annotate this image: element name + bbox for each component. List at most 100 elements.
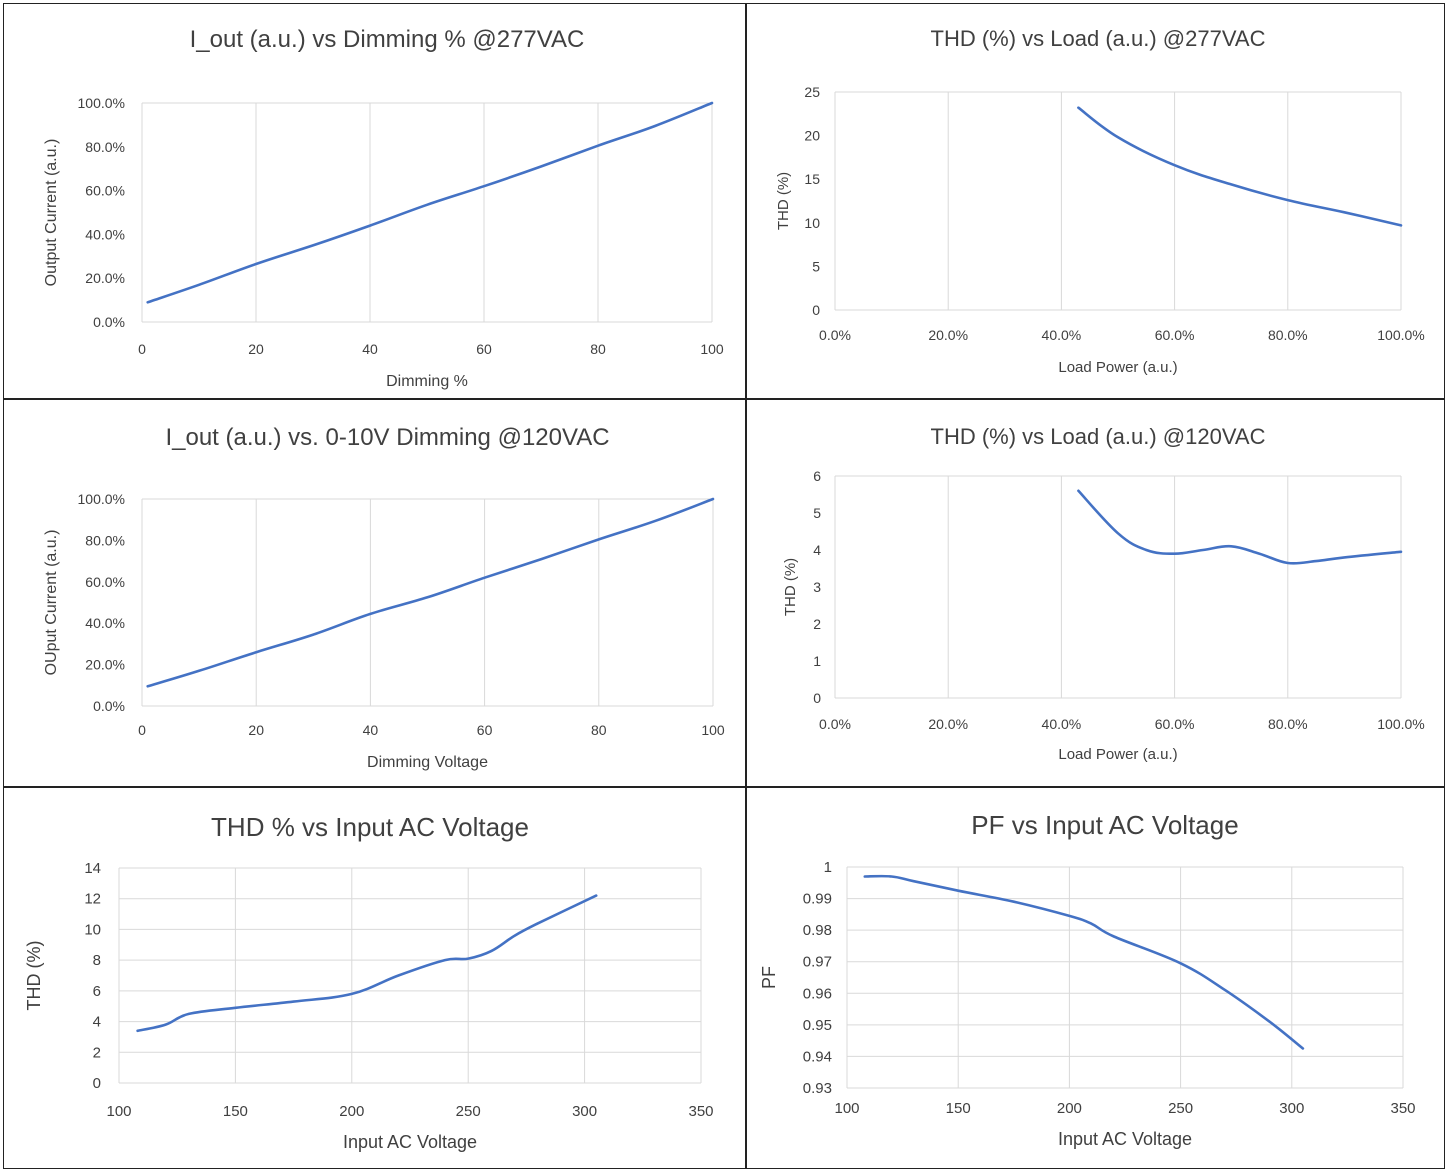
y-axis-label: OUput Current (a.u.) <box>43 530 60 676</box>
y-tick-label: 0.0% <box>93 314 125 330</box>
x-axis-label: Input AC Voltage <box>343 1132 477 1152</box>
y-tick-label: 0 <box>812 302 820 318</box>
x-tick-label: 60 <box>477 722 493 738</box>
chart-thd-load-277: THD (%) vs Load (a.u.) @277VAC 0.0% 20.0% 4… <box>775 26 1425 376</box>
x-axis-label: Dimming Voltage <box>367 754 488 771</box>
chart-panel-thd-load-120: THD (%) vs Load (a.u.) @120VAC 0.0% 20.0% 4… <box>746 399 1445 787</box>
y-tick-label: 6 <box>93 983 101 1000</box>
series-line <box>863 874 1305 1050</box>
y-tick-label: 20 <box>804 128 820 144</box>
y-tick-label: 4 <box>813 542 821 558</box>
chart-title: THD (%) vs Load (a.u.) @120VAC <box>931 424 1266 449</box>
y-tick-label: 0.99 <box>803 891 832 908</box>
y-tick-label: 1 <box>813 653 821 669</box>
y-tick-label: 0 <box>93 1075 101 1092</box>
x-axis-label: Dimming % <box>386 373 468 390</box>
y-tick-label: 5 <box>812 258 820 274</box>
y-tick-label: 60.0% <box>85 183 125 199</box>
y-axis-label: THD (%) <box>775 172 792 230</box>
y-axis-label: PF <box>759 966 779 989</box>
x-tick-label: 80.0% <box>1268 716 1308 732</box>
x-tick-label: 350 <box>688 1103 713 1120</box>
y-tick-label: 0.96 <box>803 985 832 1002</box>
series-line <box>1077 489 1403 565</box>
series-line <box>146 497 715 688</box>
y-tick-label: 10 <box>84 921 101 938</box>
x-tick-label: 0.0% <box>819 716 851 732</box>
y-tick-label: 25 <box>804 84 820 100</box>
x-tick-label: 0.0% <box>819 327 851 343</box>
y-tick-label: 8 <box>93 952 101 969</box>
y-tick-label: 0 <box>813 690 821 706</box>
x-tick-label: 60 <box>476 341 492 357</box>
x-tick-label: 250 <box>456 1103 481 1120</box>
x-tick-label: 40 <box>363 722 379 738</box>
chart-iout-120: I_out (a.u.) vs. 0-10V Dimming @120VAC 0 2… <box>43 424 725 771</box>
x-tick-label: 100 <box>701 722 725 738</box>
chart-title: THD (%) vs Load (a.u.) @277VAC <box>931 26 1266 51</box>
x-tick-label: 150 <box>946 1100 971 1117</box>
y-tick-label: 0.95 <box>803 1017 832 1034</box>
chart-panel-iout-120: I_out (a.u.) vs. 0-10V Dimming @120VAC 0 2… <box>3 399 746 787</box>
y-tick-label: 80.0% <box>85 139 125 155</box>
y-tick-label: 60.0% <box>85 574 125 590</box>
y-tick-label: 14 <box>84 860 101 877</box>
y-tick-label: 0.97 <box>803 954 832 971</box>
chart-panel-pf-voltage: PF vs Input AC Voltage 100 150 200 250 300 350… <box>746 787 1445 1169</box>
y-tick-label: 12 <box>84 891 101 908</box>
y-tick-label: 0.0% <box>93 698 125 714</box>
chart-panel-iout-277: I_out (a.u.) vs Dimming % @277VAC 0 20 40 60… <box>3 3 746 399</box>
x-tick-label: 300 <box>572 1103 597 1120</box>
x-axis-label: Input AC Voltage <box>1058 1129 1192 1149</box>
y-tick-label: 40.0% <box>85 615 125 631</box>
x-axis-label: Load Power (a.u.) <box>1058 746 1177 763</box>
x-tick-label: 20 <box>248 722 264 738</box>
y-tick-label: 6 <box>813 468 821 484</box>
x-tick-label: 40 <box>362 341 378 357</box>
y-axis-label: THD (%) <box>24 941 44 1011</box>
x-tick-label: 200 <box>339 1103 364 1120</box>
chart-title: THD % vs Input AC Voltage <box>211 812 529 842</box>
x-tick-label: 300 <box>1279 1100 1304 1117</box>
y-tick-label: 20.0% <box>85 657 125 673</box>
x-tick-label: 20 <box>248 341 264 357</box>
y-tick-label: 100.0% <box>78 95 125 111</box>
x-tick-label: 100 <box>700 341 724 357</box>
chart-iout-277: I_out (a.u.) vs Dimming % @277VAC 0 20 40 60… <box>43 26 724 390</box>
series-line <box>146 101 714 304</box>
x-tick-label: 200 <box>1057 1100 1082 1117</box>
chart-panel-thd-load-277: THD (%) vs Load (a.u.) @277VAC 0.0% 20.0% 4… <box>746 3 1445 399</box>
y-tick-label: 4 <box>93 1014 101 1031</box>
x-tick-label: 40.0% <box>1042 327 1082 343</box>
y-tick-label: 2 <box>93 1044 101 1061</box>
x-tick-label: 80 <box>591 722 607 738</box>
x-tick-label: 0 <box>138 722 146 738</box>
x-tick-label: 100.0% <box>1377 327 1424 343</box>
chart-title: I_out (a.u.) vs. 0-10V Dimming @120VAC <box>165 424 609 451</box>
y-tick-label: 15 <box>804 171 820 187</box>
y-tick-label: 0.98 <box>803 922 832 939</box>
y-tick-label: 3 <box>813 579 821 595</box>
y-tick-label: 20.0% <box>85 270 125 286</box>
series-line <box>1077 106 1403 227</box>
x-tick-label: 60.0% <box>1155 716 1195 732</box>
chart-title: PF vs Input AC Voltage <box>971 810 1238 840</box>
y-axis-label: THD (%) <box>782 558 799 616</box>
x-tick-label: 100.0% <box>1377 716 1424 732</box>
chart-thd-load-120: THD (%) vs Load (a.u.) @120VAC 0.0% 20.0% 4… <box>782 424 1425 763</box>
y-tick-label: 0.94 <box>803 1048 832 1065</box>
x-axis-label: Load Power (a.u.) <box>1058 359 1177 376</box>
y-tick-label: 40.0% <box>85 226 125 242</box>
x-tick-label: 80 <box>590 341 606 357</box>
x-tick-label: 40.0% <box>1042 716 1082 732</box>
y-tick-label: 0.93 <box>803 1080 832 1097</box>
y-tick-label: 2 <box>813 616 821 632</box>
y-tick-label: 5 <box>813 505 821 521</box>
x-tick-label: 80.0% <box>1268 327 1308 343</box>
x-tick-label: 20.0% <box>928 327 968 343</box>
x-tick-label: 60.0% <box>1155 327 1195 343</box>
y-tick-label: 10 <box>804 215 820 231</box>
chart-title: I_out (a.u.) vs Dimming % @277VAC <box>190 26 585 53</box>
x-tick-label: 250 <box>1168 1100 1193 1117</box>
